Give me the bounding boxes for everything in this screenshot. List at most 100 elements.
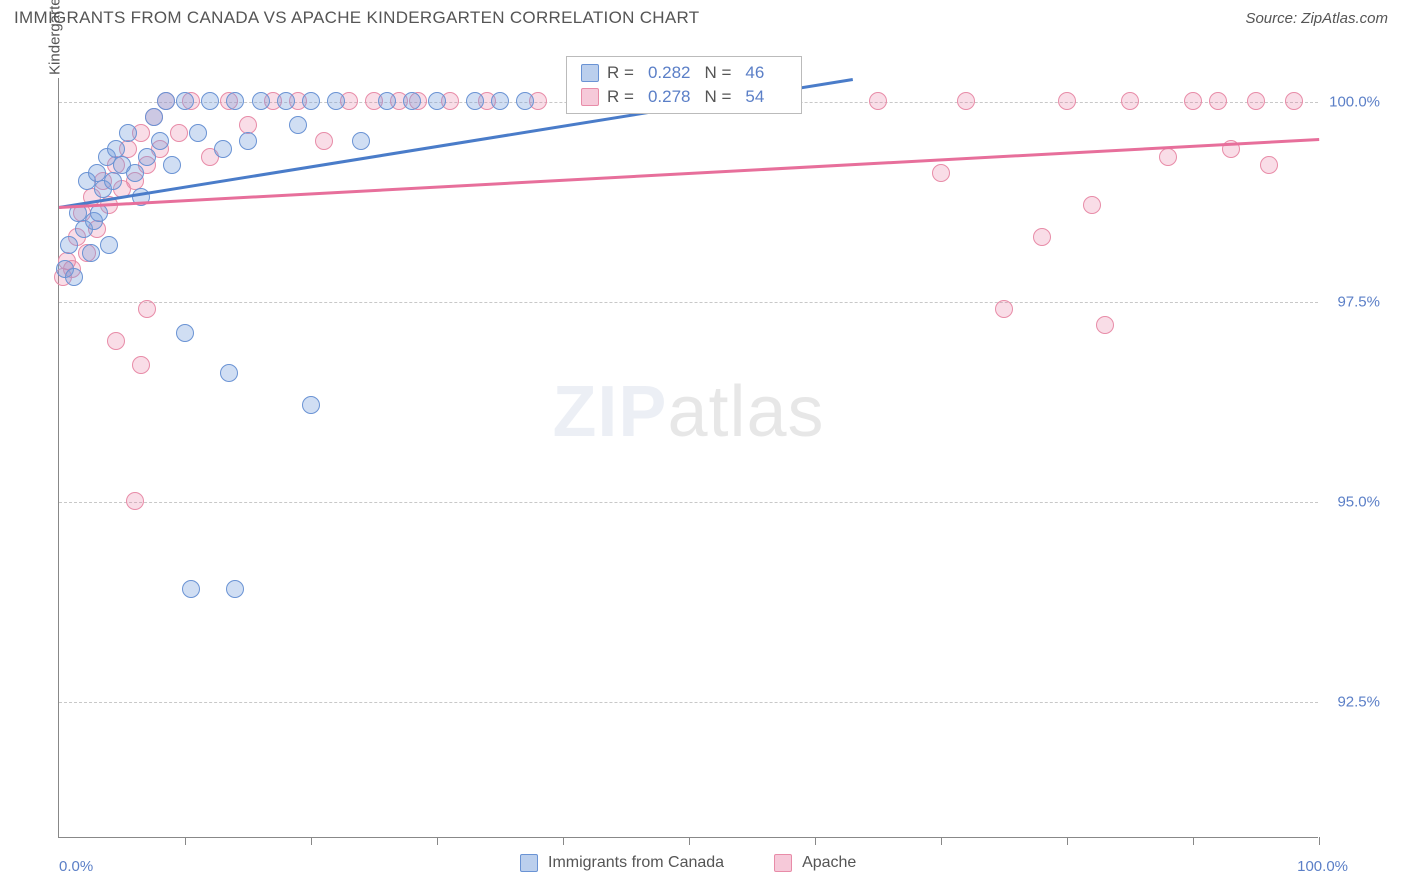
scatter-point <box>1285 92 1303 110</box>
r-value: 0.278 <box>648 87 691 107</box>
x-tick <box>311 837 312 845</box>
scatter-point <box>170 124 188 142</box>
gridline <box>59 302 1318 303</box>
scatter-point <box>428 92 446 110</box>
y-tick-label: 95.0% <box>1337 494 1380 511</box>
scatter-point <box>182 580 200 598</box>
r-label: R = <box>607 63 634 83</box>
x-tick <box>689 837 690 845</box>
scatter-point <box>60 236 78 254</box>
scatter-point <box>1260 156 1278 174</box>
scatter-point <box>189 124 207 142</box>
scatter-point <box>289 116 307 134</box>
scatter-point <box>201 92 219 110</box>
scatter-point <box>277 92 295 110</box>
y-tick-label: 92.5% <box>1337 694 1380 711</box>
scatter-point <box>176 92 194 110</box>
scatter-point <box>327 92 345 110</box>
scatter-point <box>932 164 950 182</box>
scatter-point <box>90 204 108 222</box>
n-label: N = <box>704 63 731 83</box>
scatter-point <box>145 108 163 126</box>
gridline <box>59 502 1318 503</box>
gridline <box>59 702 1318 703</box>
scatter-point <box>466 92 484 110</box>
scatter-point <box>104 172 122 190</box>
scatter-point <box>1159 148 1177 166</box>
square-icon <box>520 854 538 872</box>
scatter-point <box>1083 196 1101 214</box>
scatter-point <box>1209 92 1227 110</box>
scatter-point <box>126 164 144 182</box>
scatter-point <box>995 300 1013 318</box>
series-legend: Immigrants from Canada Apache <box>520 854 856 872</box>
series-label: Apache <box>802 854 856 872</box>
r-label: R = <box>607 87 634 107</box>
scatter-point <box>82 244 100 262</box>
x-label-max: 100.0% <box>1297 858 1348 875</box>
plot-area: ZIPatlas 92.5%95.0%97.5%100.0%0.0%100.0% <box>58 78 1318 838</box>
scatter-point <box>957 92 975 110</box>
scatter-point <box>214 140 232 158</box>
scatter-point <box>220 364 238 382</box>
x-tick <box>437 837 438 845</box>
square-icon <box>581 64 599 82</box>
scatter-point <box>516 92 534 110</box>
scatter-point <box>126 492 144 510</box>
x-tick <box>1193 837 1194 845</box>
scatter-point <box>315 132 333 150</box>
n-value: 54 <box>745 87 764 107</box>
scatter-point <box>1058 92 1076 110</box>
source-label: Source: ZipAtlas.com <box>1245 10 1388 27</box>
scatter-point <box>352 132 370 150</box>
x-tick <box>185 837 186 845</box>
scatter-point <box>302 396 320 414</box>
scatter-point <box>138 148 156 166</box>
x-label-min: 0.0% <box>59 858 93 875</box>
watermark-atlas: atlas <box>667 372 824 452</box>
scatter-point <box>138 300 156 318</box>
scatter-point <box>100 236 118 254</box>
square-icon <box>581 88 599 106</box>
scatter-point <box>65 268 83 286</box>
scatter-point <box>403 92 421 110</box>
stats-legend: R = 0.282 N = 46 R = 0.278 N = 54 <box>566 56 802 114</box>
scatter-point <box>869 92 887 110</box>
scatter-point <box>151 132 169 150</box>
scatter-point <box>226 580 244 598</box>
x-tick <box>1067 837 1068 845</box>
scatter-point <box>176 324 194 342</box>
scatter-point <box>1033 228 1051 246</box>
scatter-point <box>491 92 509 110</box>
scatter-point <box>132 356 150 374</box>
r-value: 0.282 <box>648 63 691 83</box>
watermark: ZIPatlas <box>552 371 824 453</box>
scatter-point <box>107 332 125 350</box>
scatter-point <box>1184 92 1202 110</box>
x-tick <box>563 837 564 845</box>
series-label: Immigrants from Canada <box>548 854 724 872</box>
x-tick <box>815 837 816 845</box>
scatter-point <box>1096 316 1114 334</box>
chart-title: IMMIGRANTS FROM CANADA VS APACHE KINDERG… <box>14 8 699 28</box>
y-axis-label: Kindergarten <box>46 0 63 75</box>
x-tick <box>941 837 942 845</box>
stats-row-pink: R = 0.278 N = 54 <box>567 85 801 109</box>
scatter-point <box>119 124 137 142</box>
scatter-point <box>226 92 244 110</box>
scatter-point <box>378 92 396 110</box>
n-label: N = <box>704 87 731 107</box>
scatter-point <box>239 132 257 150</box>
y-tick-label: 97.5% <box>1337 294 1380 311</box>
stats-row-blue: R = 0.282 N = 46 <box>567 61 801 85</box>
watermark-zip: ZIP <box>552 372 667 452</box>
n-value: 46 <box>745 63 764 83</box>
scatter-point <box>163 156 181 174</box>
x-tick <box>1319 837 1320 845</box>
scatter-point <box>1247 92 1265 110</box>
square-icon <box>774 854 792 872</box>
scatter-point <box>1121 92 1139 110</box>
y-tick-label: 100.0% <box>1329 94 1380 111</box>
scatter-point <box>252 92 270 110</box>
scatter-point <box>302 92 320 110</box>
